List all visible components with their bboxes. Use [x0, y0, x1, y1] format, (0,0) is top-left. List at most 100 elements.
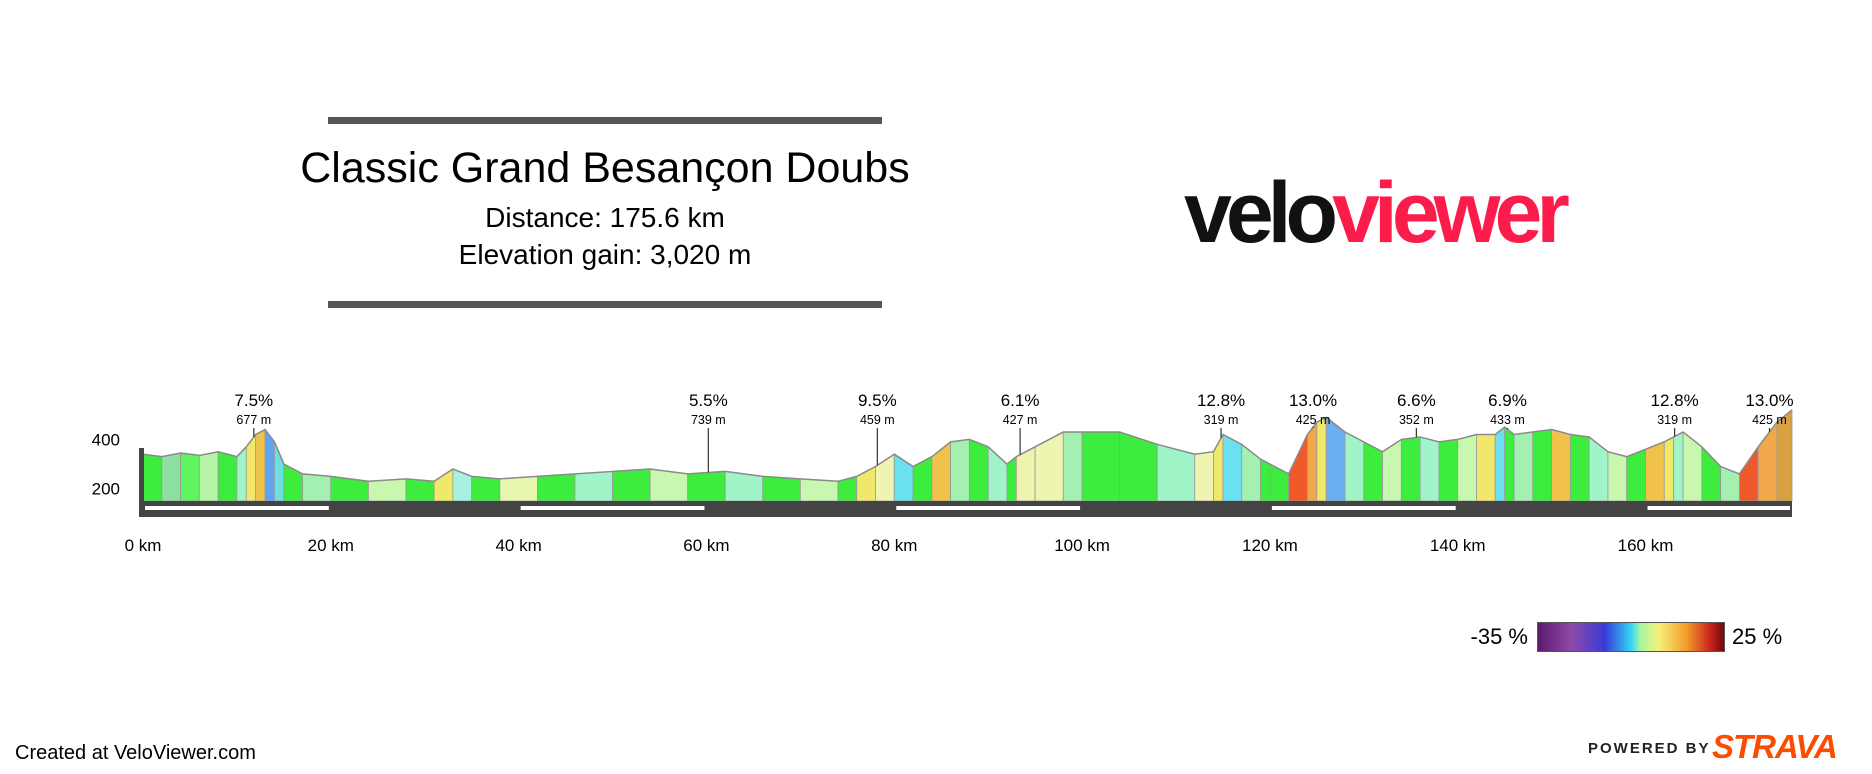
distance-stripe: [1271, 506, 1456, 510]
distance-stripe: [1647, 506, 1790, 510]
profile-segment: [180, 452, 200, 502]
x-tick-label: 60 km: [683, 536, 729, 555]
climb-grade-label: 12.8%: [1197, 391, 1245, 410]
x-tick-label: 20 km: [308, 536, 354, 555]
axes: 0 km 20 km 40 km 60 km 80 km 100 km 120 km 140 …: [92, 430, 1674, 555]
profile-segment: [1222, 433, 1243, 502]
profile-segment: [1645, 441, 1665, 502]
profile-segment: [762, 475, 801, 502]
profile-segment: [1504, 426, 1515, 502]
profile-segment: [1081, 431, 1121, 502]
profile-segment: [1476, 434, 1496, 502]
profile-segment: [1607, 451, 1628, 502]
powered-by-text: POWERED BY: [1588, 740, 1711, 757]
profile-segment: [1034, 431, 1064, 502]
profile-segment: [1494, 426, 1506, 502]
profile-segment: [1457, 433, 1477, 502]
profile-segment: [537, 473, 576, 502]
profile-segment: [142, 453, 163, 502]
climb-distance-label: 433 m: [1490, 413, 1525, 427]
profile-segment: [968, 438, 989, 502]
x-tick-label: 120 km: [1242, 536, 1298, 555]
profile-segment: [1062, 431, 1083, 502]
x-tick-label: 100 km: [1054, 536, 1110, 555]
logo-viewer: viewer: [1332, 165, 1570, 261]
profile-segment: [1682, 431, 1703, 502]
climb-grade-label: 13.0%: [1289, 391, 1337, 410]
distance-stripe: [896, 506, 1081, 510]
profile-segment: [1241, 443, 1261, 502]
distance-stripe: [520, 506, 705, 510]
strava-logo: STRAVA: [1712, 728, 1838, 765]
gradient-legend-bar: [1537, 622, 1725, 652]
profile-segment: [1307, 420, 1318, 502]
y-tick-label: 400: [92, 430, 120, 449]
profile-segment: [1532, 429, 1552, 502]
profile-segment: [1260, 458, 1271, 502]
elevation-profile-chart: 7.5% 677 m 5.5% 739 m 9.5% 459 m 6.1% 427 m 12.8…: [92, 391, 1794, 555]
profile-segment: [1626, 448, 1646, 502]
profile-segment: [912, 455, 933, 502]
profile-segment: [1588, 436, 1609, 502]
climb-distance-label: 425 m: [1752, 413, 1787, 427]
profile-segment: [217, 451, 238, 502]
profile-segments: [142, 409, 1793, 502]
profile-segment: [1551, 429, 1571, 502]
climb-distance-label: 427 m: [1003, 413, 1038, 427]
x-tick-label: 40 km: [495, 536, 541, 555]
climb-grade-label: 6.6%: [1397, 391, 1436, 410]
profile-segment: [574, 471, 613, 502]
climb-grade-label: 5.5%: [689, 391, 728, 410]
profile-segment: [302, 473, 332, 502]
profile-segment: [452, 468, 473, 502]
profile-segment: [1438, 438, 1459, 502]
climb-distance-label: 677 m: [236, 413, 271, 427]
legend-max-label: 25 %: [1732, 624, 1783, 649]
x-tick-label: 160 km: [1618, 536, 1674, 555]
profile-segment: [1344, 431, 1365, 502]
profile-segment: [799, 478, 839, 502]
profile-segment: [1673, 431, 1684, 502]
profile-segment: [1739, 445, 1759, 502]
profile-segment: [1419, 436, 1440, 502]
climb-grade-label: 13.0%: [1745, 391, 1793, 410]
climb-grade-label: 6.9%: [1488, 391, 1527, 410]
profile-segment: [433, 468, 454, 502]
y-tick-label: 200: [92, 480, 120, 499]
distance-stripe: [145, 506, 329, 510]
profile-segment: [687, 471, 726, 502]
x-tick-label: 80 km: [871, 536, 917, 555]
profile-segment: [405, 478, 435, 502]
profile-segment: [612, 468, 651, 502]
profile-segment: [1720, 465, 1740, 502]
climb-grade-label: 9.5%: [858, 391, 897, 410]
profile-segment: [471, 475, 501, 502]
profile-segment: [499, 475, 538, 502]
profile-segment: [1382, 438, 1402, 502]
profile-segment: [1569, 434, 1590, 502]
legend-min-label: -35 %: [1470, 624, 1528, 649]
climb-distance-label: 319 m: [1204, 413, 1239, 427]
profile-segment: [1316, 416, 1327, 502]
profile-segment: [1513, 431, 1534, 502]
profile-segment: [198, 451, 219, 502]
climb-distance-label: 459 m: [860, 413, 895, 427]
profile-segment: [950, 438, 970, 502]
distance-bar: [139, 448, 1792, 517]
profile-segment: [161, 452, 181, 502]
climb-grade-label: 12.8%: [1651, 391, 1699, 410]
x-tick-label: 140 km: [1430, 536, 1486, 555]
profile-segment: [1663, 436, 1675, 502]
climb-distance-label: 739 m: [691, 413, 726, 427]
profile-outline: [142, 409, 1793, 483]
route-title: Classic Grand Besançon Doubs: [300, 144, 910, 192]
climb-grade-label: 7.5%: [234, 391, 273, 410]
profile-segment: [255, 428, 266, 502]
profile-segment: [1701, 445, 1722, 502]
climb-distance-label: 352 m: [1399, 413, 1434, 427]
profile-segment: [1400, 436, 1421, 502]
elevation-gain-text: Elevation gain: 3,020 m: [458, 239, 752, 270]
profile-segment: [367, 478, 407, 502]
x-tick-label: 0 km: [125, 536, 162, 555]
climb-distance-label: 425 m: [1296, 413, 1331, 427]
